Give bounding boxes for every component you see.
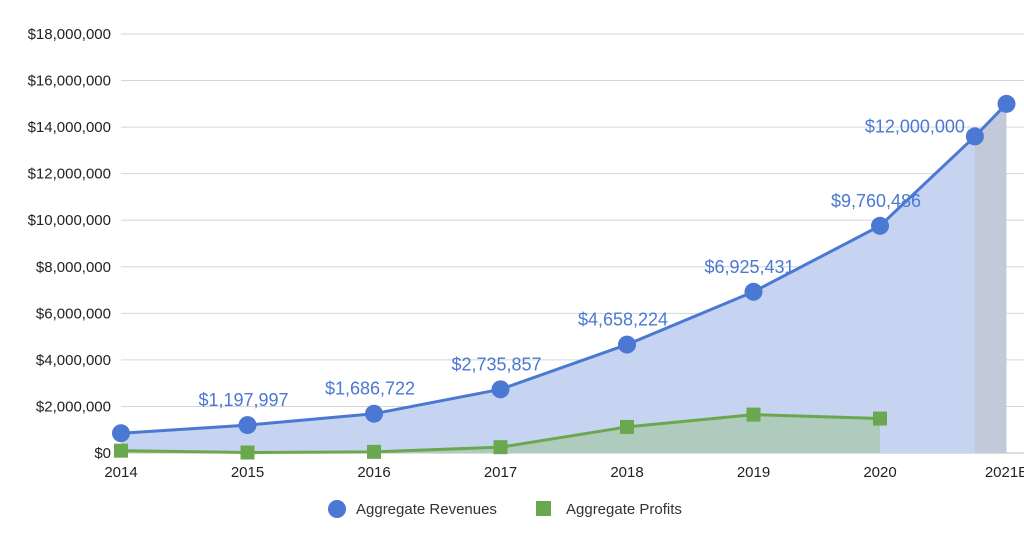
forecast-shading	[974, 103, 1007, 453]
revenue-point	[965, 127, 984, 146]
x-tick-label: 2016	[357, 464, 390, 481]
revenue-point	[491, 380, 510, 399]
y-tick-label: $0	[94, 445, 111, 462]
profit-point	[746, 407, 761, 422]
y-tick-label: $14,000,000	[28, 119, 111, 136]
revenue-point	[871, 216, 889, 235]
revenue-point	[997, 94, 1016, 113]
series-area-0	[121, 103, 1007, 453]
y-tick-label: $8,000,000	[36, 259, 111, 276]
series-markers	[112, 94, 1016, 460]
revenue-data-label: $2,735,857	[451, 354, 541, 374]
y-tick-label: $16,000,000	[28, 73, 111, 90]
profit-point	[620, 419, 634, 434]
revenue-data-label: $4,658,224	[578, 310, 668, 330]
revenue-data-label: $9,760,486	[831, 191, 921, 211]
revenue-point	[238, 416, 257, 435]
series-area-1	[121, 414, 880, 453]
profit-point	[367, 444, 381, 459]
profit-point	[493, 440, 508, 455]
profit-point	[114, 443, 128, 458]
legend-marker-revenues	[328, 500, 346, 518]
profit-point	[873, 411, 887, 426]
legend: Aggregate Revenues Aggregate Profits	[328, 500, 682, 518]
revenue-point	[618, 335, 636, 354]
x-tick-label: 2020	[863, 464, 896, 481]
x-tick-label: 2017	[484, 464, 517, 481]
y-tick-label: $18,000,000	[28, 26, 111, 43]
revenue-point	[365, 404, 383, 423]
revenue-point	[744, 282, 763, 301]
y-tick-label: $6,000,000	[36, 305, 111, 322]
area-fills	[121, 103, 1007, 453]
revenue-data-label: $12,000,000	[865, 116, 965, 136]
y-axis-ticks: $0 $2,000,000 $4,000,000 $6,000,000 $8,000,0…	[28, 26, 111, 462]
profit-point	[240, 445, 255, 460]
y-tick-label: $2,000,000	[36, 398, 111, 415]
x-tick-label: 2018	[610, 464, 643, 481]
x-tick-label: 2021E	[985, 464, 1024, 481]
x-tick-label: 2019	[737, 464, 770, 481]
revenue-data-label: $1,197,997	[198, 390, 288, 410]
y-tick-label: $12,000,000	[28, 166, 111, 183]
revenue-point	[112, 424, 130, 443]
legend-label-profits: Aggregate Profits	[566, 501, 682, 518]
y-tick-label: $4,000,000	[36, 352, 111, 369]
x-tick-label: 2015	[231, 464, 264, 481]
data-labels: $1,197,997 $1,686,722 $2,735,857 $4,658,224…	[198, 116, 964, 410]
legend-marker-profits	[536, 501, 551, 516]
x-axis-ticks: 2014 2015 2016 2017 2018 2019 2020 2021E	[104, 464, 1024, 481]
legend-label-revenues: Aggregate Revenues	[356, 501, 497, 518]
revenue-data-label: $6,925,431	[704, 257, 794, 277]
x-tick-label: 2014	[104, 464, 137, 481]
revenue-data-label: $1,686,722	[325, 379, 415, 399]
y-tick-label: $10,000,000	[28, 212, 111, 229]
